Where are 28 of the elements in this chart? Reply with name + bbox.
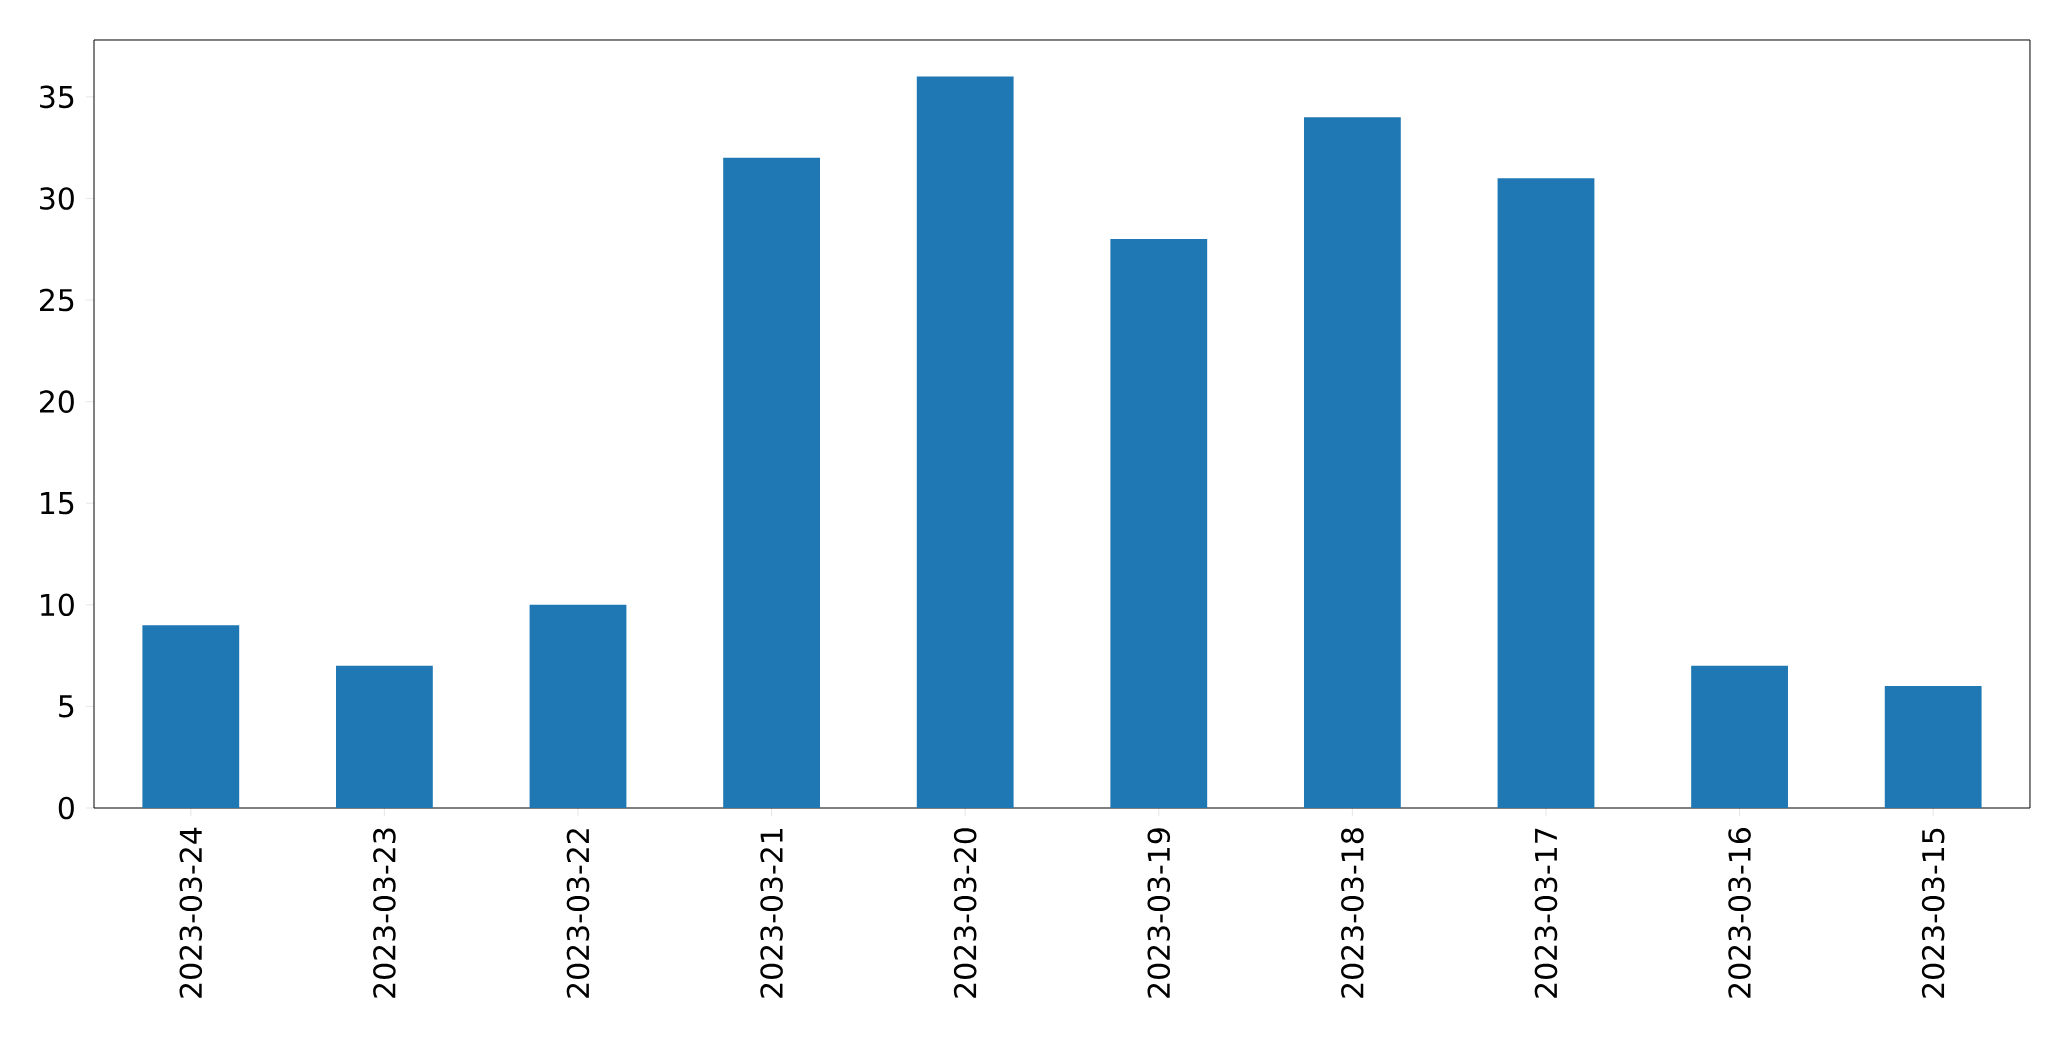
bar	[1884, 686, 1982, 808]
x-tick-label: 2023-03-19	[1147, 828, 1171, 998]
bar	[723, 157, 820, 808]
bar	[1497, 178, 1595, 808]
x-tick-label: 2023-03-23	[373, 828, 396, 998]
y-tick-label: 0	[58, 796, 74, 820]
x-tick-label: 2023-03-15	[1921, 828, 1945, 998]
y-tick-label: 30	[40, 187, 74, 210]
bar	[529, 604, 627, 808]
bar	[1691, 665, 1788, 808]
y-tick-label: 20	[40, 390, 74, 413]
y-tick-label: 15	[41, 492, 74, 515]
x-tick-label: 2023-03-20	[953, 828, 977, 998]
y-tick-label: 35	[40, 85, 74, 109]
y-tick-label: 25	[40, 288, 74, 312]
x-tick-label: 2023-03-22	[566, 829, 590, 998]
x-tick-label: 2023-03-21	[760, 828, 783, 998]
bar	[142, 625, 240, 808]
x-tick-label: 2023-03-24	[179, 827, 203, 998]
y-tick-label: 5	[59, 695, 74, 718]
bar	[916, 76, 1014, 808]
x-tick-label: 2023-03-17	[1534, 828, 1558, 998]
bar	[336, 665, 433, 808]
y-tick-label: 10	[41, 593, 74, 617]
bar	[1110, 239, 1208, 808]
x-tick-label: 2023-03-16	[1728, 828, 1751, 998]
bar	[1303, 117, 1401, 808]
x-tick-label: 2023-03-18	[1341, 828, 1364, 998]
